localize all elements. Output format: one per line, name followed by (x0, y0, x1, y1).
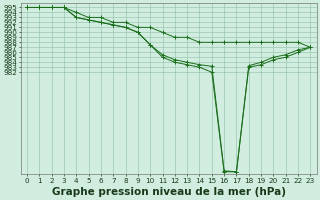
X-axis label: Graphe pression niveau de la mer (hPa): Graphe pression niveau de la mer (hPa) (52, 187, 286, 197)
